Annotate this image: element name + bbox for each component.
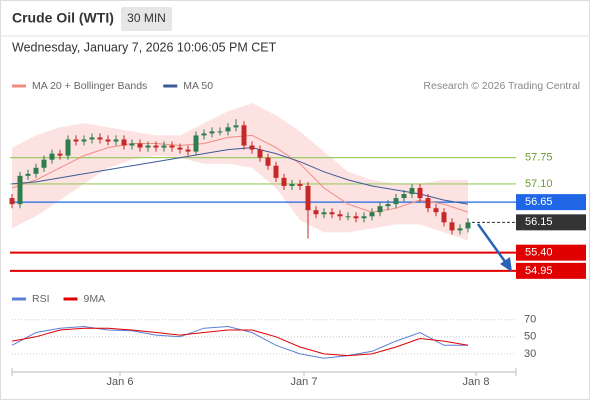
interval: 30 MIN — [127, 11, 166, 25]
candle-body — [81, 139, 87, 142]
candle-body — [169, 145, 175, 148]
bollinger-band — [12, 103, 468, 241]
level-label: 56.65 — [525, 196, 553, 208]
candle-body — [337, 214, 343, 217]
candle-body — [249, 145, 255, 150]
level-box — [516, 194, 586, 211]
candle-body — [289, 183, 295, 186]
candle-body — [33, 167, 39, 174]
candle-body — [329, 212, 335, 215]
candle-body — [425, 198, 431, 209]
legend-label: MA 50 — [183, 80, 213, 92]
x-tick-label: Jan 8 — [463, 376, 490, 388]
candle-body — [345, 216, 351, 218]
plot: MA 20 + Bollinger Bands MA 50 57.75 57.10 56… — [9, 80, 586, 388]
credit: Research © 2026 Trading Central — [423, 80, 580, 92]
timestamp: Wednesday, January 7, 2026 10:06:05 PM C… — [12, 40, 277, 54]
y-tick-label: 70 — [524, 314, 536, 326]
x-tick-label: Jan 7 — [291, 376, 318, 388]
candle-body — [313, 210, 319, 215]
level-label: 57.75 — [525, 152, 553, 164]
candle-body — [353, 216, 359, 219]
level-box — [516, 262, 586, 279]
candle-body — [185, 149, 191, 152]
y-tick-label: 50 — [524, 331, 536, 343]
candle-body — [113, 139, 119, 142]
x-tick-label: Jan 6 — [107, 376, 134, 388]
candle-body — [177, 147, 183, 150]
level-label: 54.95 — [525, 265, 553, 277]
candle-body — [73, 139, 79, 142]
candle-body — [201, 133, 207, 136]
candle-body — [441, 212, 447, 223]
candle-body — [417, 187, 423, 199]
candle-body — [377, 206, 383, 213]
candle-body — [153, 145, 159, 148]
candle-body — [241, 125, 247, 146]
level-box — [516, 214, 586, 231]
candle-body — [409, 187, 415, 195]
level-label: 56.15 — [525, 216, 553, 228]
candle-body — [369, 212, 375, 217]
candle-body — [161, 145, 167, 148]
candle-body — [25, 173, 31, 176]
candle-body — [49, 153, 55, 160]
level-label: 57.10 — [525, 178, 553, 190]
candle-body — [401, 194, 407, 199]
candle-body — [297, 183, 303, 186]
candle-body — [89, 137, 95, 140]
candle-body — [257, 149, 263, 158]
legend-label: 9MA — [84, 293, 106, 305]
candle-body — [321, 212, 327, 215]
candle-body — [385, 204, 391, 207]
candle-body — [393, 198, 399, 205]
candle-body — [217, 131, 223, 133]
rsi-line — [11, 327, 469, 357]
legend-label: MA 20 + Bollinger Bands — [32, 80, 147, 92]
candle-body — [137, 143, 143, 148]
candle-body — [41, 159, 47, 168]
candle-body — [361, 216, 367, 219]
candle-body — [433, 208, 439, 213]
moving-average — [11, 147, 469, 205]
candle-body — [145, 145, 151, 148]
level-box — [516, 244, 586, 261]
y-tick-label: 30 — [524, 348, 536, 360]
candle-body — [209, 131, 215, 134]
candle-body — [465, 222, 471, 229]
candle-body — [9, 198, 15, 205]
candle-body — [457, 228, 463, 231]
candle-body — [17, 175, 23, 205]
candle-body — [273, 165, 279, 178]
candle-body — [97, 137, 103, 140]
candle-body — [105, 139, 111, 142]
candle-body — [65, 139, 71, 156]
level-label: 55.40 — [525, 247, 553, 259]
candle-body — [233, 125, 239, 128]
candle-body — [129, 143, 135, 146]
candle-body — [225, 127, 231, 132]
forecast-arrowhead — [500, 257, 512, 272]
moving-average — [11, 134, 469, 213]
candle-body — [265, 157, 271, 166]
candle-body — [121, 139, 127, 146]
legend-label: RSI — [32, 293, 50, 305]
candle-body — [193, 135, 199, 152]
candle-body — [305, 185, 311, 211]
candle-body — [281, 177, 287, 186]
candle-body — [449, 222, 455, 231]
title: Crude Oil (WTI) — [12, 10, 114, 26]
forecast-arrow — [476, 223, 508, 264]
interval-badge — [121, 7, 172, 31]
candle-body — [57, 153, 63, 156]
